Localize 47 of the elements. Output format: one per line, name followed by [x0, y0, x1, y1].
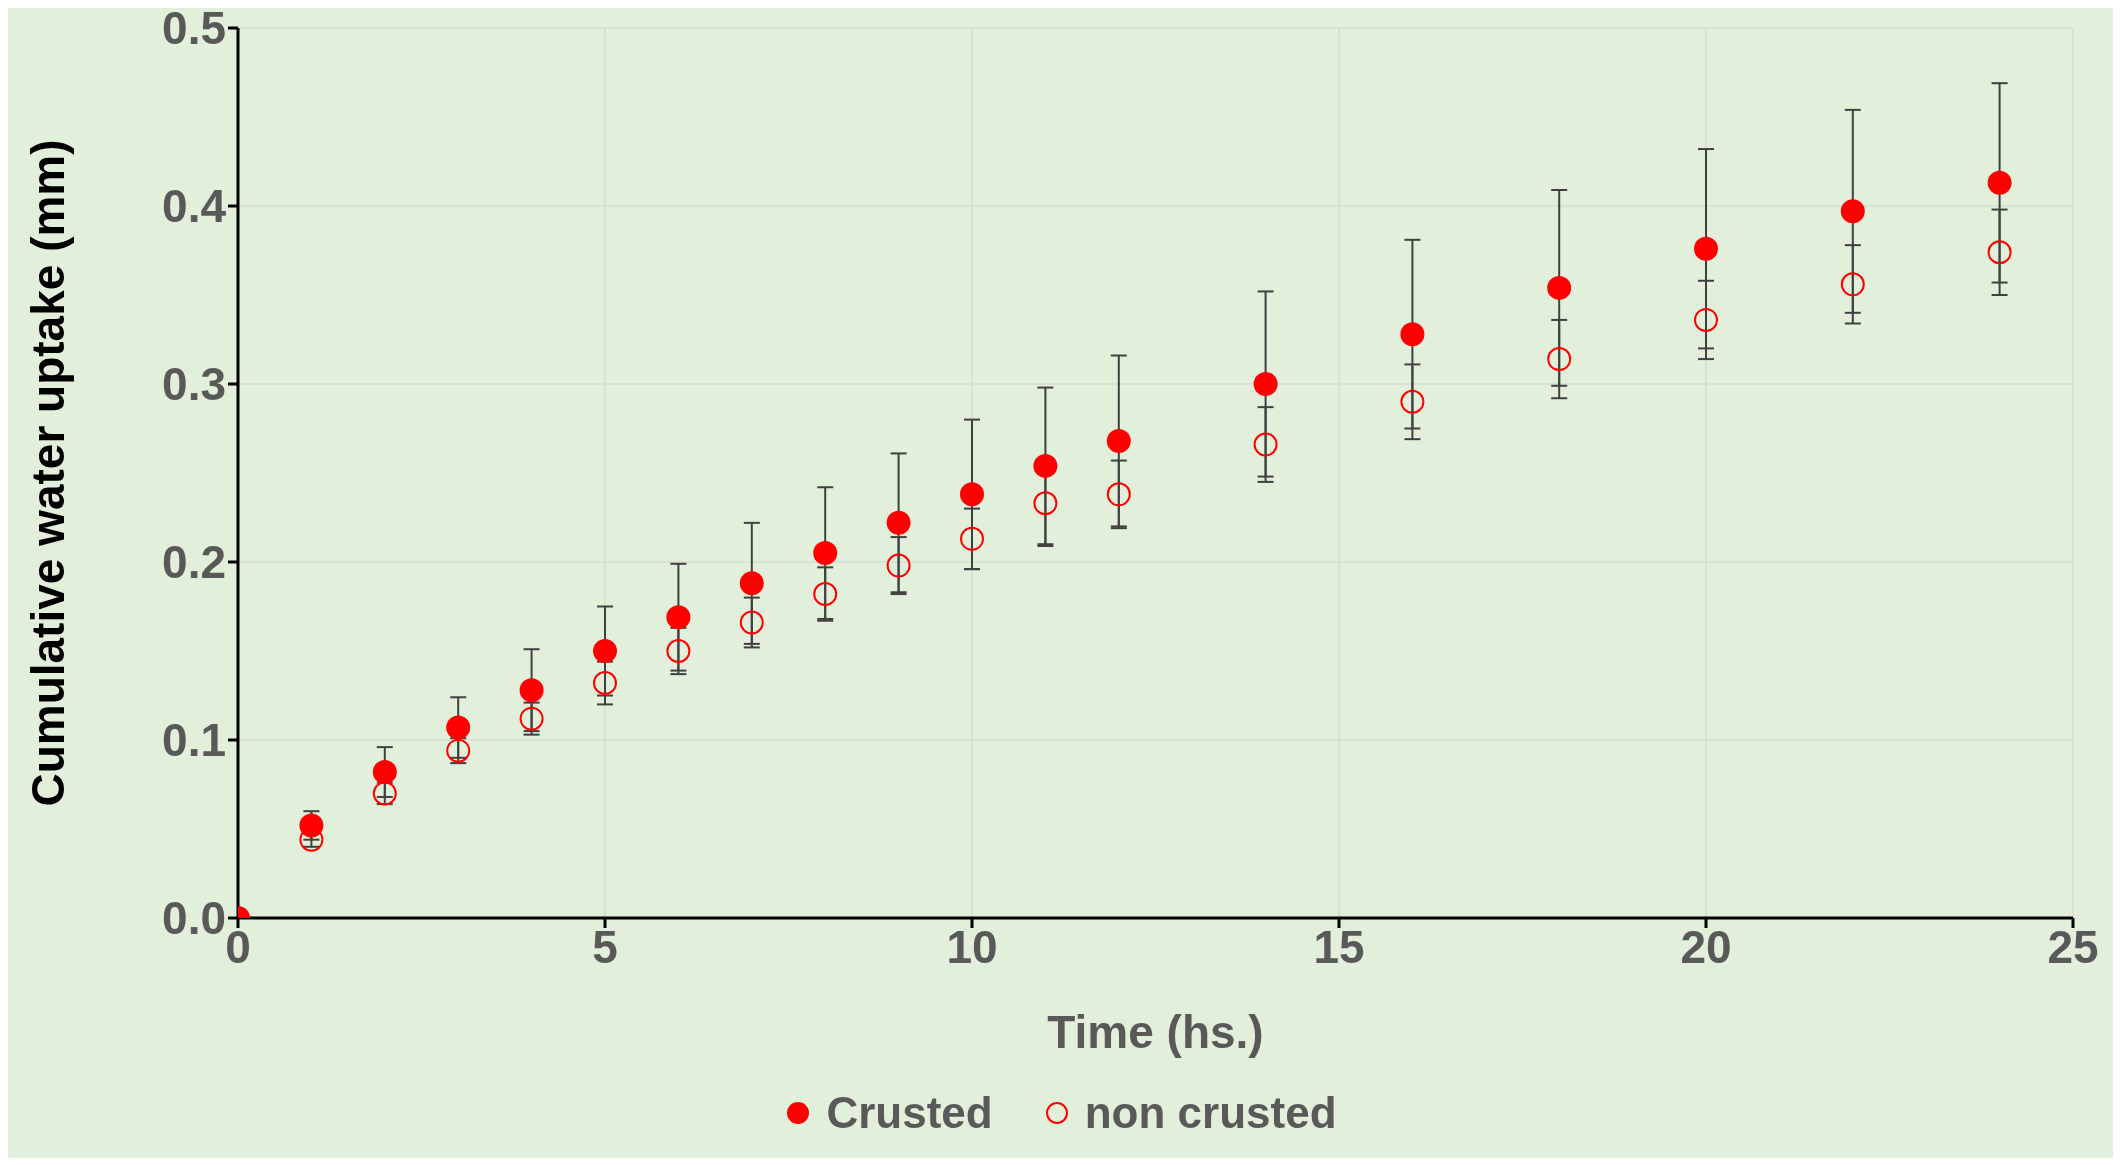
point	[1033, 453, 1058, 478]
y-axis-title: Cumulative water uptake (mm)	[22, 139, 75, 807]
y-tick-label: 0.4	[162, 180, 227, 233]
y-tick-label: 0.2	[162, 536, 226, 589]
legend-label: non crusted	[1083, 1088, 1337, 1138]
point	[813, 541, 838, 566]
point	[372, 760, 397, 785]
point	[1253, 432, 1278, 457]
point	[519, 678, 544, 703]
point	[1987, 240, 2012, 265]
point	[886, 510, 911, 535]
point	[1253, 372, 1278, 396]
x-tick-label: 10	[946, 920, 998, 973]
point	[1840, 272, 1865, 297]
point	[593, 639, 617, 663]
x-tick-label: 0	[225, 920, 251, 973]
point	[960, 526, 984, 551]
point	[1033, 491, 1058, 516]
point	[739, 610, 764, 635]
y-tick-label: 0.0	[162, 892, 226, 945]
y-tick-label: 0.3	[162, 358, 226, 411]
point	[666, 639, 691, 663]
point	[1547, 275, 1572, 300]
point	[1106, 482, 1131, 507]
point	[1106, 428, 1131, 453]
point	[1840, 199, 1865, 224]
point	[666, 605, 691, 630]
point	[1400, 322, 1425, 347]
x-tick-label: 5	[592, 920, 618, 973]
x-axis-title: Time (hs.)	[1047, 1006, 1264, 1058]
point	[960, 482, 984, 507]
y-tick-label: 0.5	[162, 2, 226, 55]
point	[1547, 347, 1572, 372]
x-tick-label: 15	[1313, 920, 1365, 973]
x-tick-label: 25	[2047, 920, 2099, 973]
x-tick-label: 20	[1680, 920, 1732, 973]
y-tick-label: 0.1	[162, 714, 226, 767]
point	[886, 553, 911, 578]
point	[1694, 236, 1718, 261]
legend-label: Crusted	[825, 1088, 993, 1138]
point	[593, 671, 617, 696]
point	[1694, 307, 1718, 332]
point	[1987, 170, 2012, 195]
point	[1400, 389, 1425, 414]
point	[739, 571, 764, 596]
point	[813, 582, 838, 607]
point	[446, 715, 471, 740]
